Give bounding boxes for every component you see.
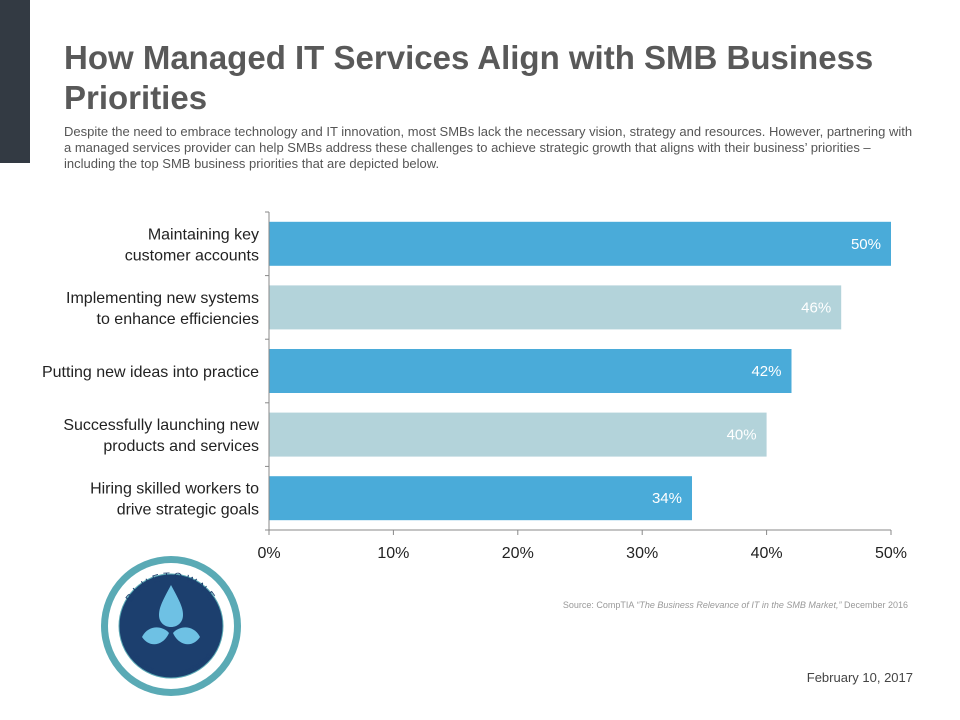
x-tick-label: 50% [875, 545, 907, 562]
category-label: products and services [103, 438, 259, 455]
category-label: Hiring skilled workers to [90, 481, 259, 498]
bar [269, 349, 792, 393]
category-label: Maintaining key [148, 226, 259, 243]
bar-value-label: 40% [727, 427, 757, 444]
category-label: to enhance efficiencies [97, 311, 259, 328]
bar [269, 412, 767, 457]
source-citation: Source: CompTIA “The Business Relevance … [480, 600, 908, 610]
bar [269, 221, 891, 266]
x-tick-label: 0% [257, 545, 280, 562]
category-label: drive strategic goals [117, 502, 259, 519]
bar-value-label: 42% [751, 363, 781, 380]
slide-date: February 10, 2017 [806, 670, 913, 685]
bar-value-label: 46% [801, 299, 831, 316]
source-title: “The Business Relevance of IT in the SMB… [636, 600, 842, 610]
page-title: How Managed IT Services Align with SMB B… [64, 39, 874, 116]
bluetowne-logo: BLUETOWNE efficiency · security · techno… [101, 556, 241, 696]
source-prefix: Source: CompTIA [562, 600, 637, 610]
bar [269, 285, 842, 330]
x-tick-label: 30% [626, 545, 658, 562]
x-tick-label: 20% [502, 545, 534, 562]
category-label: Implementing new systems [66, 290, 259, 307]
description-paragraph: Despite the need to embrace technology a… [64, 124, 913, 171]
source-suffix: December 2016 [841, 600, 908, 610]
category-label: Successfully launching new [63, 417, 259, 434]
category-label: customer accounts [125, 247, 259, 264]
category-label: Putting new ideas into practice [42, 364, 259, 381]
bar-value-label: 34% [652, 490, 682, 507]
bar [269, 476, 692, 521]
side-accent-band [0, 0, 30, 163]
bar-value-label: 50% [851, 236, 881, 253]
x-tick-label: 10% [377, 545, 409, 562]
x-tick-label: 40% [751, 545, 783, 562]
